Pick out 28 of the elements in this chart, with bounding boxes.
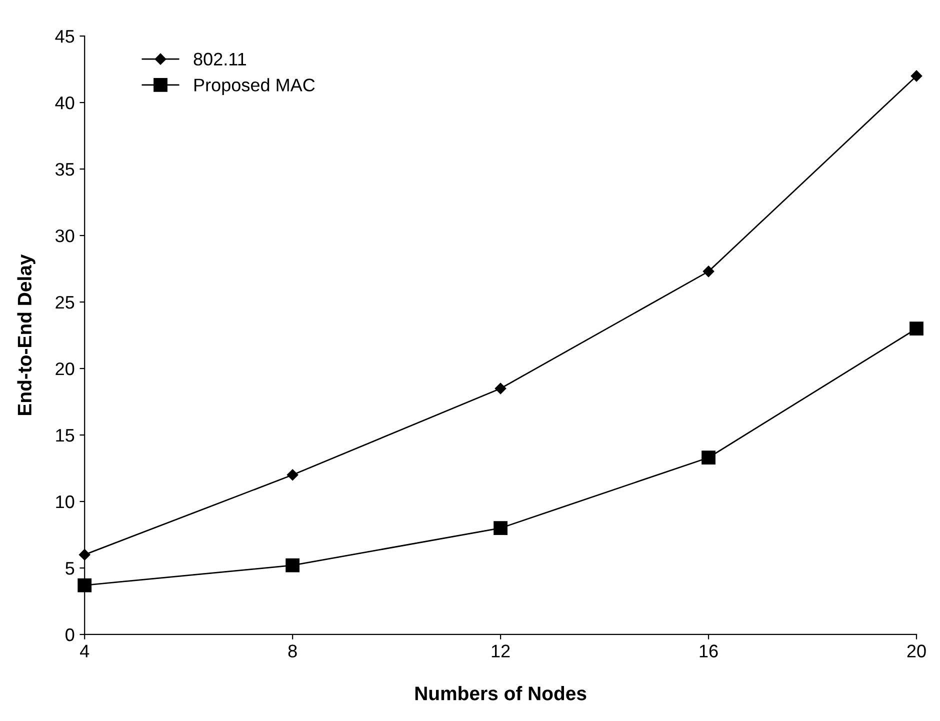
y-tick-label: 0 [66,628,74,642]
point [910,70,922,82]
point [494,382,506,394]
x-tick-label: 16 [700,644,718,658]
y-tick-label: 30 [55,229,74,242]
y-axis-title: End-to-End Delay [17,254,36,415]
point [286,558,300,572]
y-tick-label: 35 [55,162,74,176]
y-tick-label: 25 [56,296,74,309]
point [702,450,716,465]
point [702,266,714,278]
x-tick-label: 20 [907,644,926,658]
y-tick-label: 40 [55,96,74,110]
point [494,521,508,536]
point [78,578,92,592]
point [286,469,298,481]
x-tick-label: 8 [288,644,297,658]
y-tick-label: 5 [66,562,74,575]
y-tick-label: 10 [56,495,74,508]
y-tick-label: 45 [55,30,74,43]
x-axis-title: Numbers of Nodes [415,686,586,700]
x-tick-label: 12 [492,644,510,658]
legend-label: Proposed MAC [194,78,315,95]
legend-label: 802.11 [194,52,246,66]
point [910,322,924,336]
y-tick-label: 15 [56,429,74,442]
y-tick-label: 20 [56,362,74,376]
x-tick-label: 4 [80,644,90,658]
